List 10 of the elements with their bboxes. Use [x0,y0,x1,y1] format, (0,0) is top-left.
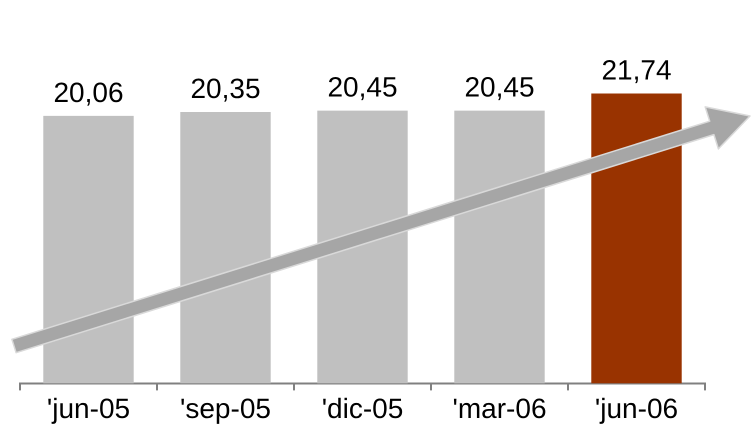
data-label: 21,74 [601,54,672,86]
x-tick-label: 'jun-05 [46,392,130,424]
data-label: 20,06 [53,76,124,108]
x-tick-label: 'sep-05 [180,392,271,424]
x-tick-label: 'jun-06 [594,392,678,424]
data-label: 20,45 [327,72,398,103]
x-tick-label: 'dic-05 [322,392,404,424]
x-tick-label: 'mar-06 [452,392,547,424]
data-label: 20,35 [190,73,261,104]
data-label: 20,45 [464,72,535,103]
